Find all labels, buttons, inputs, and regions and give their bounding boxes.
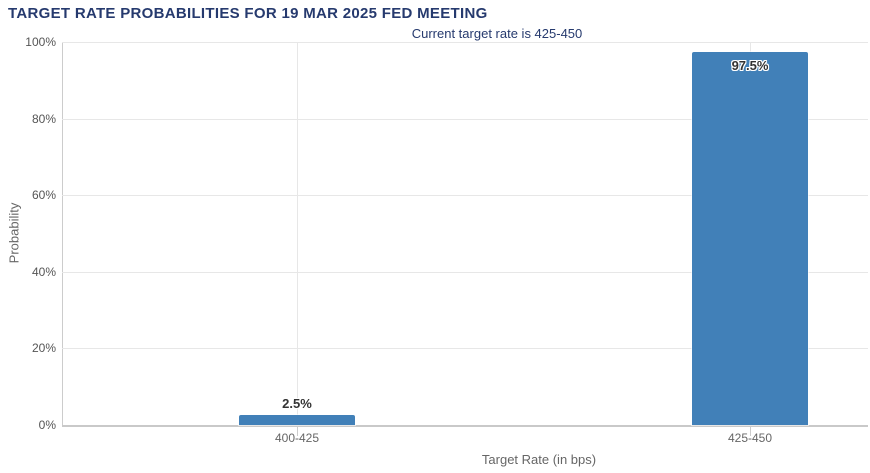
y-gridline: [62, 348, 868, 349]
x-gridline: [297, 42, 298, 425]
x-axis-line: [62, 425, 868, 427]
y-gridline: [62, 195, 868, 196]
chart-subtitle: Current target rate is 425-450: [411, 26, 583, 41]
bar-group: 97.5%: [692, 42, 808, 425]
y-tick-label: 60%: [31, 188, 56, 202]
y-tick-label: 80%: [31, 112, 56, 126]
x-category-label: 425-450: [727, 431, 773, 445]
y-tick-label: 40%: [31, 265, 56, 279]
x-tick: [297, 427, 298, 436]
plot-area: 2.5% 97.5%: [62, 42, 868, 425]
y-tick-label: 100%: [25, 35, 56, 49]
y-gridline: [62, 119, 868, 120]
bar-group: 2.5%: [239, 42, 355, 425]
y-tick-label: 0%: [38, 418, 56, 432]
y-tick-label: 20%: [31, 341, 56, 355]
bar[interactable]: [692, 51, 808, 425]
bar[interactable]: [239, 415, 355, 425]
y-gridline: [62, 42, 868, 43]
y-axis-title: Probability: [6, 202, 22, 264]
x-category-label: 400-425: [274, 431, 320, 445]
x-axis-title: Target Rate (in bps): [481, 452, 597, 467]
y-gridline: [62, 272, 868, 273]
x-tick: [750, 427, 751, 436]
bar-value-label: 2.5%: [282, 396, 312, 412]
y-axis-line: [62, 42, 63, 425]
bar-value-label: 97.5%: [731, 57, 769, 73]
chart-title: TARGET RATE PROBABILITIES FOR 19 MAR 202…: [8, 5, 488, 22]
